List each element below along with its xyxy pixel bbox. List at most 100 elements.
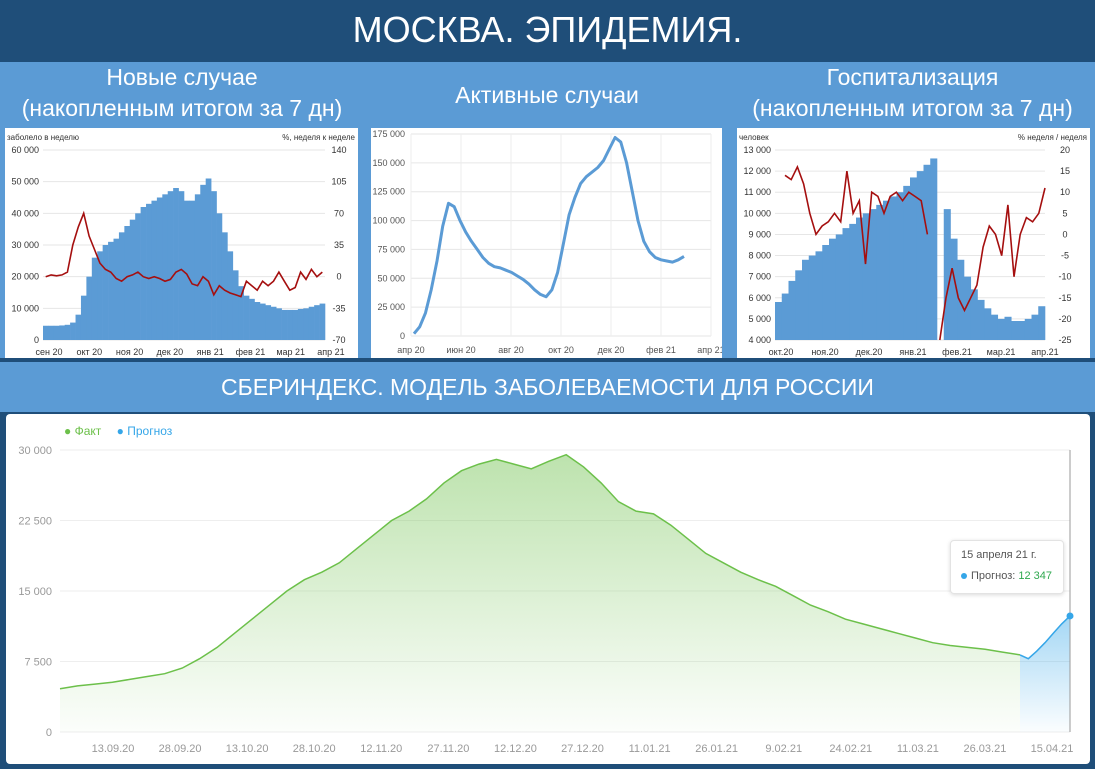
bar — [815, 251, 823, 340]
bar — [930, 158, 938, 340]
y-tick-label: 10 000 — [11, 303, 39, 313]
bar — [270, 306, 277, 340]
y-tick-label: 125 000 — [372, 187, 405, 197]
y2-tick-label: -5 — [1061, 251, 1069, 261]
bar — [957, 259, 965, 340]
forecast-area — [1020, 615, 1070, 732]
bar — [64, 324, 71, 340]
bar — [108, 241, 114, 340]
bar — [970, 289, 978, 340]
x-tick-label: 27.11.20 — [427, 743, 469, 755]
tooltip-date: 15 апреля 21 г. — [961, 549, 1037, 561]
y2-tick-label: -20 — [1058, 314, 1071, 324]
bar — [923, 164, 931, 340]
bar — [835, 234, 843, 340]
y2-tick-label: -35 — [332, 303, 345, 313]
tooltip-value: 12 347 — [1018, 570, 1053, 582]
bar — [140, 207, 147, 340]
forecast-line — [1019, 615, 1071, 660]
bar — [795, 270, 803, 340]
bar — [849, 223, 857, 340]
x-tick-label: ноя 20 — [116, 347, 143, 357]
x-tick-label: авг 20 — [498, 345, 524, 355]
x-tick-label: дек 20 — [156, 347, 183, 357]
y-tick-label: 6 000 — [748, 293, 771, 303]
hosp-title-line2: (накопленным итогом за 7 дн) — [752, 95, 1073, 121]
bar — [943, 209, 951, 340]
y2-tick-label: 20 — [1060, 145, 1070, 155]
x-tick-label: 26.01.21 — [695, 743, 738, 755]
bar — [916, 171, 924, 340]
bar — [303, 308, 310, 340]
x-tick-label: янв 21 — [197, 347, 224, 357]
hosp-title: Госпитализация (накопленным итогом за 7 … — [730, 62, 1095, 128]
x-tick-label: 12.11.20 — [360, 743, 402, 755]
x-tick-label: окт 20 — [548, 345, 574, 355]
new-cases-title-line2: (накопленным итогом за 7 дн) — [21, 95, 343, 121]
x-tick-label: апр 20 — [397, 345, 424, 355]
fact-area — [60, 454, 1020, 732]
y-axis-label: заболело в неделю — [7, 133, 79, 142]
bar — [184, 200, 190, 340]
bar — [97, 251, 103, 340]
y-tick-label: 22 500 — [18, 516, 52, 528]
y2-axis-label: % неделя / неделя — [1018, 133, 1087, 142]
y2-tick-label: 70 — [334, 208, 344, 218]
x-tick-label: 13.09.20 — [92, 743, 135, 755]
y-tick-label: 75 000 — [377, 244, 405, 254]
bar — [319, 303, 326, 340]
bar — [903, 185, 911, 340]
y-tick-label: 30 000 — [11, 240, 39, 250]
fact-line — [59, 453, 1021, 690]
x-tick-label: 27.12.20 — [561, 743, 604, 755]
bar — [889, 196, 897, 340]
bar — [173, 188, 179, 340]
bar — [950, 238, 958, 340]
x-tick-label: окт 20 — [76, 347, 102, 357]
x-tick-label: 28.09.20 — [159, 743, 202, 755]
y2-tick-label: 35 — [334, 240, 344, 250]
bar — [124, 226, 131, 340]
bar — [297, 308, 304, 340]
active-cases-line — [412, 136, 685, 335]
x-tick-label: ноя.20 — [811, 347, 838, 357]
x-tick-label: окт.20 — [769, 347, 794, 357]
bar — [314, 305, 320, 340]
y-tick-label: 50 000 — [377, 273, 405, 283]
y-tick-label: 0 — [34, 335, 39, 345]
bar — [118, 232, 125, 340]
bar — [102, 245, 109, 340]
bar — [1038, 306, 1046, 340]
y-tick-label: 4 000 — [748, 335, 771, 345]
y-tick-label: 175 000 — [372, 129, 405, 139]
x-tick-label: мар.21 — [987, 347, 1016, 357]
y2-tick-label: -70 — [332, 335, 345, 345]
bar — [1018, 321, 1026, 340]
x-tick-label: 13.10.20 — [226, 743, 269, 755]
bar — [869, 209, 877, 340]
bar — [781, 293, 789, 340]
legend-forecast[interactable]: ● Прогноз — [116, 424, 173, 438]
bar — [48, 325, 55, 340]
sber-legend: ● Факт ● Прогноз — [64, 424, 184, 438]
active-cases-chart: 175 000 150 000 125 000 100 000 75 000 50 000… — [371, 128, 725, 358]
bar — [842, 228, 850, 340]
legend-fact[interactable]: ● Факт — [64, 424, 102, 438]
x-tick-label: июн 20 — [446, 345, 475, 355]
bar — [178, 191, 185, 340]
x-tick-label: 11.03.21 — [897, 743, 939, 755]
hosp-title-line1: Госпитализация — [826, 64, 999, 90]
bar — [86, 276, 93, 340]
bar — [883, 200, 891, 340]
y-tick-label: 60 000 — [11, 145, 39, 155]
x-tick-label: мар 21 — [276, 347, 305, 357]
y-tick-label: 30 000 — [18, 445, 52, 457]
bar — [308, 306, 315, 340]
bar — [788, 280, 796, 340]
y-tick-label: 12 000 — [743, 166, 771, 176]
y2-tick-label: 5 — [1062, 208, 1067, 218]
bar — [822, 245, 830, 340]
bar — [135, 213, 141, 340]
bar — [205, 178, 212, 340]
bar — [59, 325, 65, 340]
